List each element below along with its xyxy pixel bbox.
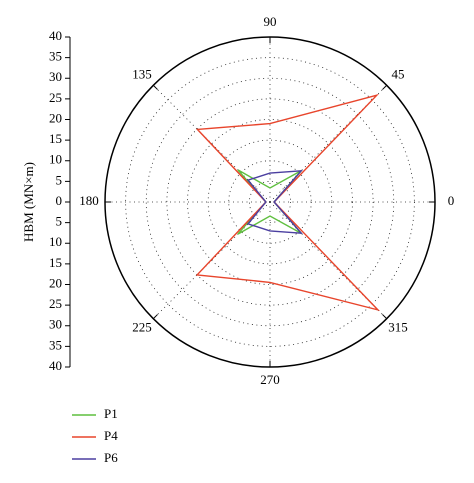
series-line bbox=[246, 169, 303, 235]
r-tick-label: 5 bbox=[56, 214, 63, 229]
legend-label: P4 bbox=[104, 428, 118, 443]
theta-tick-label: 0 bbox=[448, 193, 455, 208]
y-axis-label: HBM (MN×m) bbox=[21, 162, 36, 242]
r-tick-label: 15 bbox=[49, 131, 62, 146]
theta-tick-label: 45 bbox=[391, 66, 404, 81]
r-tick-label: 10 bbox=[49, 152, 62, 167]
grid-spoke bbox=[269, 85, 387, 203]
r-tick-label: 25 bbox=[49, 296, 62, 311]
r-tick-label: 30 bbox=[49, 317, 62, 332]
theta-tick-label: 315 bbox=[388, 320, 408, 335]
r-tick-label: 35 bbox=[49, 337, 62, 352]
r-tick-label: 35 bbox=[49, 49, 62, 64]
r-tick-label: 40 bbox=[49, 28, 62, 43]
theta-tick-label: 90 bbox=[264, 14, 277, 29]
series-line bbox=[195, 93, 381, 312]
grid-spoke bbox=[269, 201, 387, 319]
theta-tick-label: 225 bbox=[132, 320, 152, 335]
polar-frame bbox=[104, 36, 436, 368]
grid-circle bbox=[187, 119, 353, 285]
r-tick-label: 5 bbox=[56, 172, 63, 187]
theta-tick bbox=[152, 314, 158, 320]
grid-circle bbox=[166, 98, 374, 306]
legend-label: P6 bbox=[104, 450, 118, 465]
r-tick-label: 15 bbox=[49, 255, 62, 270]
theta-tick bbox=[382, 84, 388, 90]
r-tick-label: 40 bbox=[49, 358, 62, 373]
theta-tick-label: 270 bbox=[260, 372, 280, 387]
r-tick-label: 20 bbox=[49, 110, 62, 125]
r-tick-label: 30 bbox=[49, 69, 62, 84]
theta-tick-label: 135 bbox=[132, 66, 152, 81]
legend-label: P1 bbox=[104, 406, 118, 421]
theta-tick-label: 180 bbox=[79, 193, 99, 208]
theta-tick bbox=[152, 84, 158, 90]
grid-circle bbox=[145, 77, 395, 327]
r-tick-label: 25 bbox=[49, 90, 62, 105]
r-tick-label: 20 bbox=[49, 275, 62, 290]
r-tick-label: 10 bbox=[49, 234, 62, 249]
r-tick-label: 0 bbox=[56, 193, 63, 208]
grid-circle bbox=[248, 180, 292, 224]
grid-circle bbox=[207, 139, 333, 265]
theta-tick bbox=[382, 314, 388, 320]
